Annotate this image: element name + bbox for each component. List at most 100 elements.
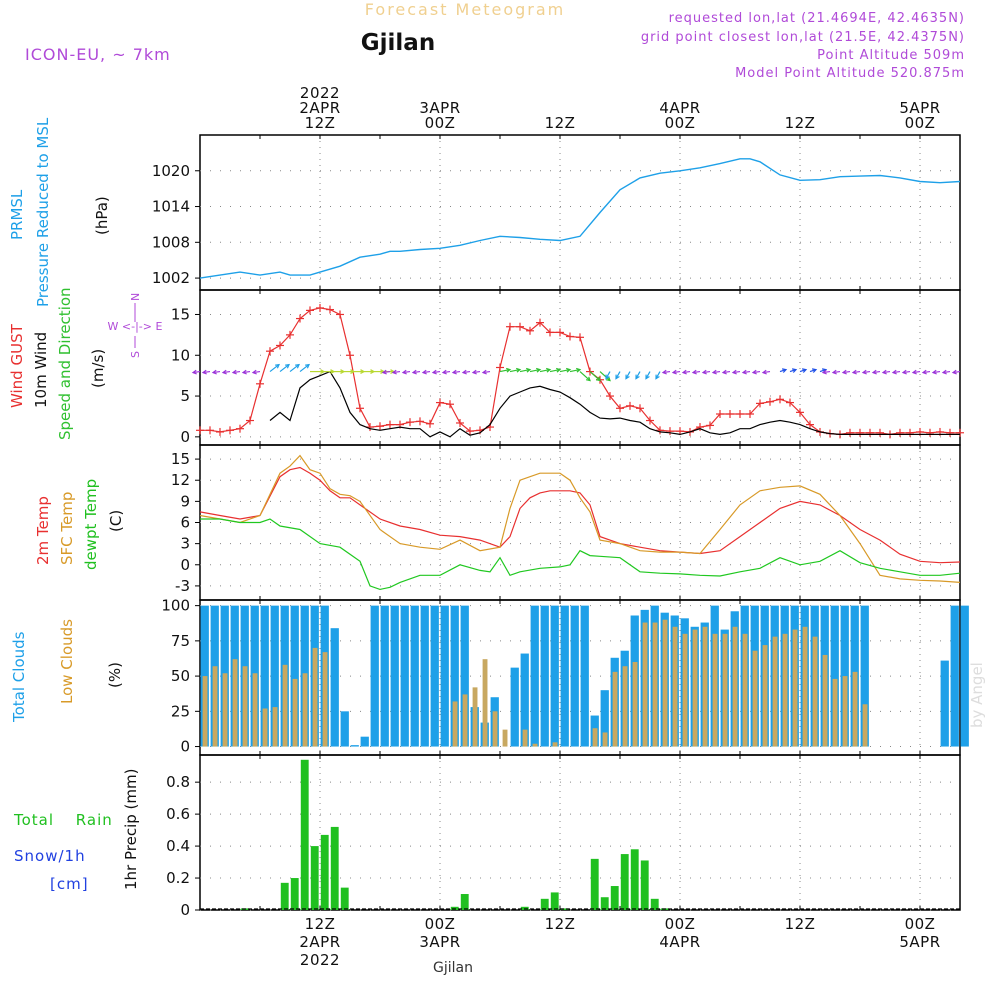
y-tick-label: 5 [180, 387, 190, 405]
rain-bar [590, 858, 599, 910]
wind-direction-arrowhead [241, 369, 247, 375]
wind-direction-arrowhead [881, 369, 887, 375]
wind-direction-arrowhead [471, 369, 477, 375]
wind-direction-arrowhead [711, 369, 717, 375]
y-tick-label: 12 [171, 471, 190, 489]
total-cloud-bar [560, 605, 569, 747]
total-cloud-bar [600, 690, 609, 747]
pressure-unit: (hPa) [93, 196, 111, 235]
low-cloud-bar [492, 711, 498, 747]
low-cloud-bar [832, 678, 838, 747]
rain-bar [320, 834, 329, 910]
y-tick-label: 0 [180, 738, 190, 756]
rain-bar [540, 898, 549, 910]
snow-label: Snow/1h [14, 847, 86, 865]
wind-direction-arrowhead [295, 363, 300, 369]
wind-direction-arrowhead [231, 369, 237, 375]
y-tick-label: 1008 [152, 233, 190, 251]
wind-direction-arrowhead [431, 369, 437, 375]
top-time-label: 2APR [299, 99, 340, 117]
total-cloud-bar [550, 605, 559, 747]
rain-bar [560, 908, 569, 910]
y-tick-label: 3 [180, 535, 190, 553]
wind-direction-arrowhead [655, 374, 660, 380]
cloud-labels: Total Clouds Low Clouds (%) [10, 619, 124, 723]
wind-direction-arrowhead [516, 367, 522, 373]
wind-direction-arrow [289, 364, 300, 373]
requested-point: requested lon,lat (21.4694E, 42.4635N) [669, 11, 965, 26]
wind-direction-arrow [645, 371, 651, 379]
wind-direction-arrowhead [401, 369, 407, 375]
y-tick-label: 0.6 [166, 805, 190, 823]
wind-unit: (m/s) [89, 349, 107, 388]
temp-dew-line [200, 518, 961, 591]
rain-bar [650, 898, 659, 910]
wind-direction-arrow [569, 368, 581, 373]
wind-direction-arrowhead [576, 367, 582, 373]
wind-direction-arrowhead [305, 363, 310, 369]
footer-location: Gjilan [433, 960, 473, 976]
rain-bar [290, 878, 299, 910]
y-tick-label: 9 [180, 492, 190, 510]
wind-10m-line [269, 370, 960, 438]
temp-dew-label: dewpt Temp [82, 479, 100, 570]
low-cloud-bar [782, 633, 788, 747]
panel-frame [199, 134, 961, 291]
top-time-label: 00Z [905, 114, 936, 132]
bottom-time-label: 00Z [665, 915, 696, 933]
wind-direction-arrowhead [941, 369, 947, 375]
total-cloud-bar [360, 736, 369, 747]
y-tick-label: 15 [171, 305, 190, 323]
low-cloud-bar [742, 633, 748, 747]
total-cloud-bar [270, 605, 279, 747]
top-time-label: 12Z [785, 114, 816, 132]
low-cloud-bar [552, 742, 558, 747]
low-cloud-bar [262, 708, 268, 747]
low-cloud-bar [812, 636, 818, 747]
clouds-unit: (%) [106, 662, 124, 688]
bottom-time-label: 12Z [785, 915, 816, 933]
top-time-label: 5APR [899, 99, 940, 117]
panel-2: 0 5 10 15 [171, 289, 964, 446]
rain-bar [630, 849, 639, 910]
wind-direction-arrowhead [681, 369, 687, 375]
total-cloud-bar [390, 605, 399, 747]
low-cloud-bar [302, 673, 308, 747]
precip-axis-label: 1hr Precip (mm) [122, 769, 140, 890]
low-cloud-bar [622, 666, 628, 747]
panel-3: -3 0 3 6 9 12 15 [171, 444, 961, 601]
wind-direction-arrowhead [801, 368, 808, 373]
wind-direction-arrowhead [731, 369, 737, 375]
wind-direction-arrowhead [921, 369, 927, 375]
panel-4: 0 25 50 75 100 [161, 597, 969, 756]
pressure-line [199, 158, 961, 279]
precip-labels: Total Rain Snow/1h [cm] 1hr Precip (mm) [13, 769, 140, 893]
low-cloud-bar [482, 659, 488, 747]
wind-direction-arrowhead [451, 369, 457, 375]
wind-direction-arrow [519, 368, 531, 373]
total-cloud-bar [330, 628, 339, 747]
wind-gust-label: Wind GUST [8, 323, 26, 408]
model-name: ICON-EU, ~ 7km [25, 45, 171, 64]
total-cloud-bar [260, 605, 269, 747]
wind-direction-arrowhead [421, 369, 427, 375]
y-tick-label: 0 [180, 428, 190, 446]
low-cloud-bar [592, 728, 598, 747]
wind-direction-arrowhead [661, 369, 667, 375]
wind-direction-arrowhead [481, 369, 487, 375]
low-cloud-bar [652, 622, 658, 747]
y-tick-label: 10 [171, 346, 190, 364]
y-tick-label: 75 [171, 632, 190, 650]
wind-direction-arrowhead [221, 369, 227, 375]
wind-labels: Wind GUST 10m Wind Speed and Direction (… [8, 287, 162, 440]
total-cloud-bar [860, 605, 869, 747]
wind-direction-arrow [615, 371, 621, 379]
wind-direction-arrowhead [536, 367, 542, 373]
total-clouds-label: Total Clouds [10, 631, 28, 723]
low-cloud-bar [322, 652, 328, 747]
low-cloud-bar [222, 673, 228, 747]
rain-bar [460, 894, 469, 910]
y-tick-label: 25 [171, 702, 190, 720]
